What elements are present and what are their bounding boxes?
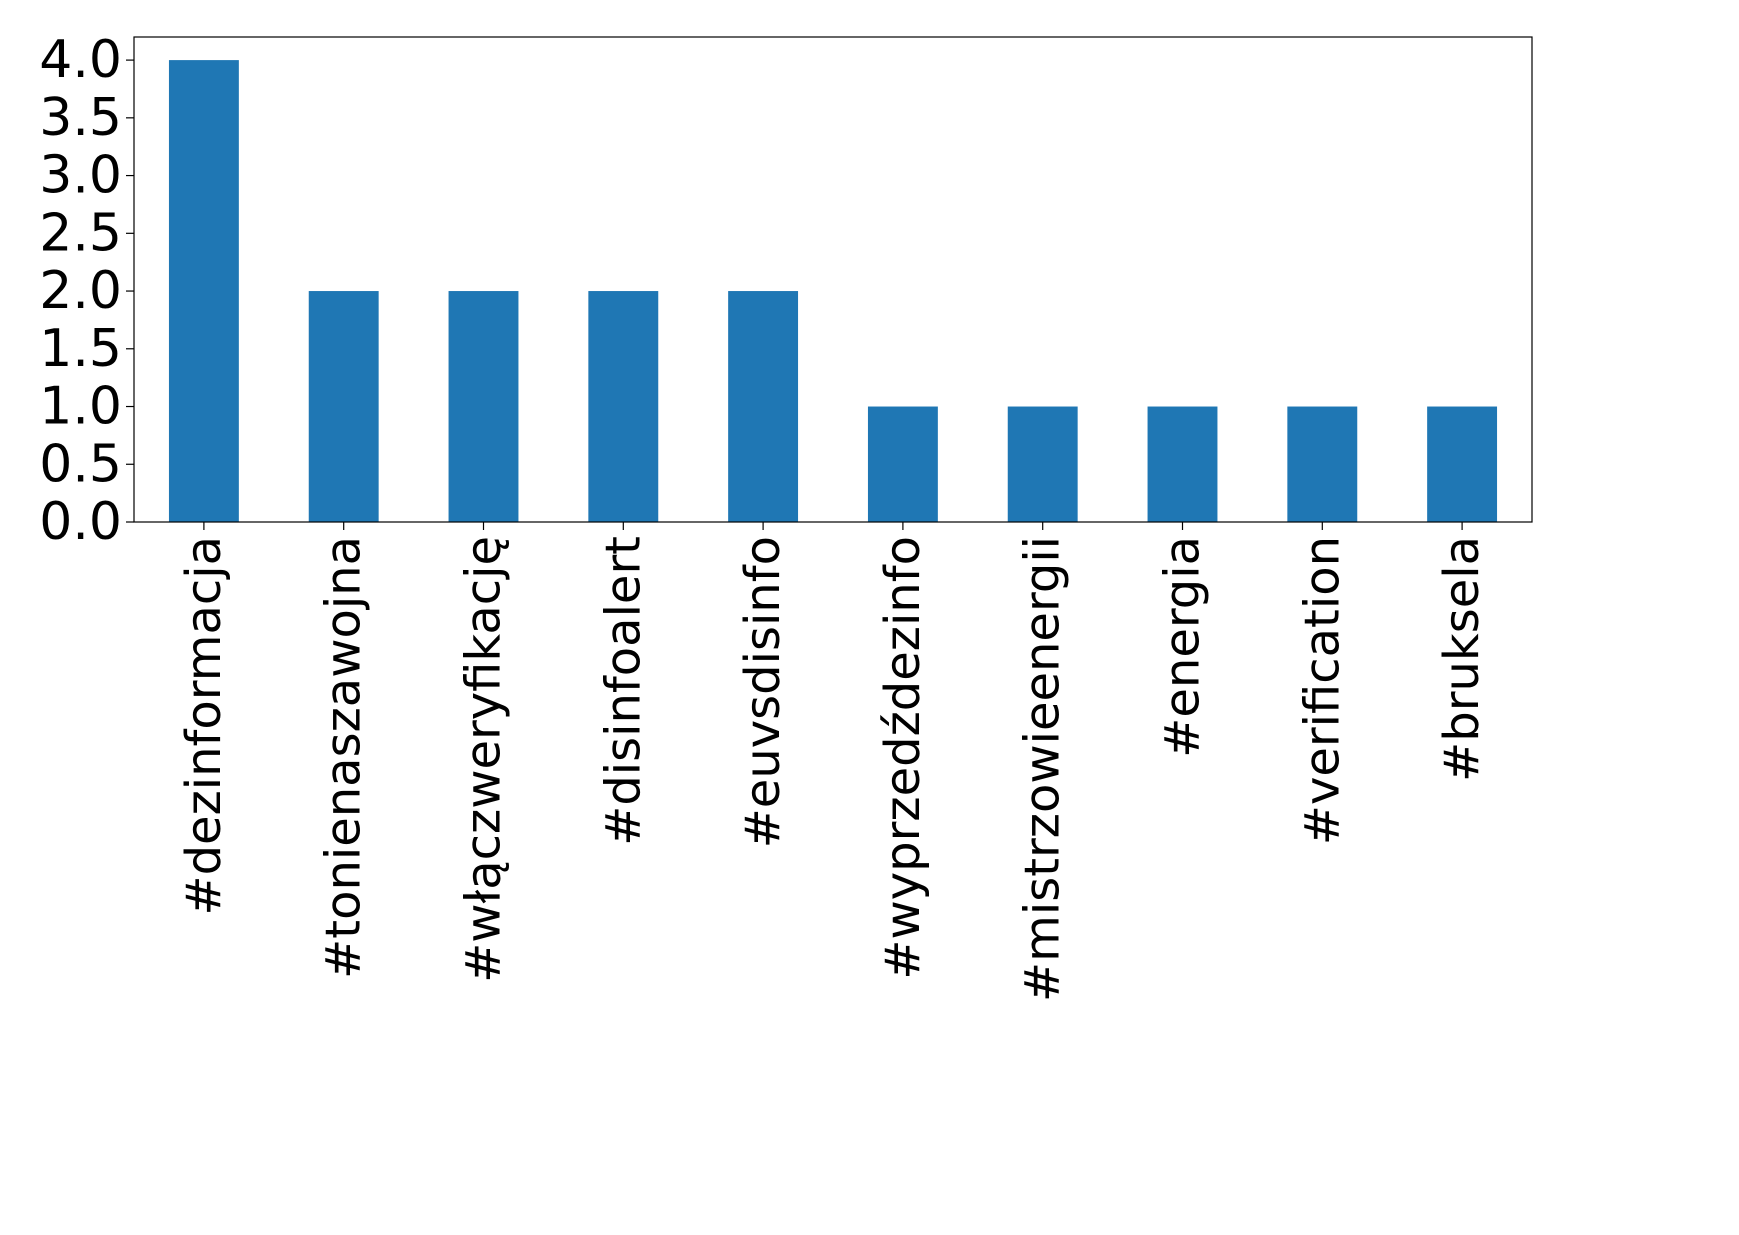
bar-disinfoalert <box>588 291 659 522</box>
y-tick-label: 1.0 <box>39 377 122 437</box>
bar-euvsdisinfo <box>728 291 799 522</box>
bar-energia <box>1147 406 1218 522</box>
x-tick-label: #energia <box>1155 536 1211 758</box>
x-tick-label: #verification <box>1294 536 1350 845</box>
y-tick-label: 1.5 <box>39 319 122 379</box>
bar-dezinformacja <box>168 60 239 522</box>
y-tick-label: 4.0 <box>39 30 122 90</box>
plot-frame <box>133 36 1533 523</box>
y-tick-label: 0.5 <box>39 434 122 494</box>
bar-wyprzedźdezinfo <box>867 406 938 522</box>
x-tick-label: #dezinformacja <box>176 536 232 916</box>
y-axis: 0.00.51.01.52.02.53.03.54.0 <box>39 30 134 552</box>
x-tick-label: #euvsdisinfo <box>735 536 791 848</box>
bars-group <box>168 60 1498 522</box>
x-tick-label: #disinfoalert <box>595 536 651 846</box>
y-tick-label: 2.0 <box>39 261 122 321</box>
bar-bruksela <box>1427 406 1498 522</box>
bar-mistrzowieenergii <box>1007 406 1078 522</box>
x-tick-label: #bruksela <box>1434 536 1490 782</box>
y-tick-label: 3.5 <box>39 88 122 148</box>
y-tick-label: 3.0 <box>39 146 122 206</box>
x-tick-label: #tonienaszawojna <box>316 536 372 979</box>
x-axis: #dezinformacja #tonienaszawojna #włączwery… <box>176 522 1490 1002</box>
bar-verification <box>1287 406 1358 522</box>
bar-tonienaszawojna <box>308 291 379 522</box>
x-tick-label: #wyprzedźdezinfo <box>875 536 931 980</box>
y-tick-label: 2.5 <box>39 203 122 263</box>
x-tick-label: #włączweryfikację <box>456 536 512 983</box>
y-tick-label: 0.0 <box>39 492 122 552</box>
bar-chart: 0.00.51.01.52.02.53.03.54.0 #dezinformac… <box>39 30 1533 1002</box>
bar-włączweryfikację <box>448 291 519 522</box>
x-tick-label: #mistrzowieenergii <box>1015 536 1071 1002</box>
